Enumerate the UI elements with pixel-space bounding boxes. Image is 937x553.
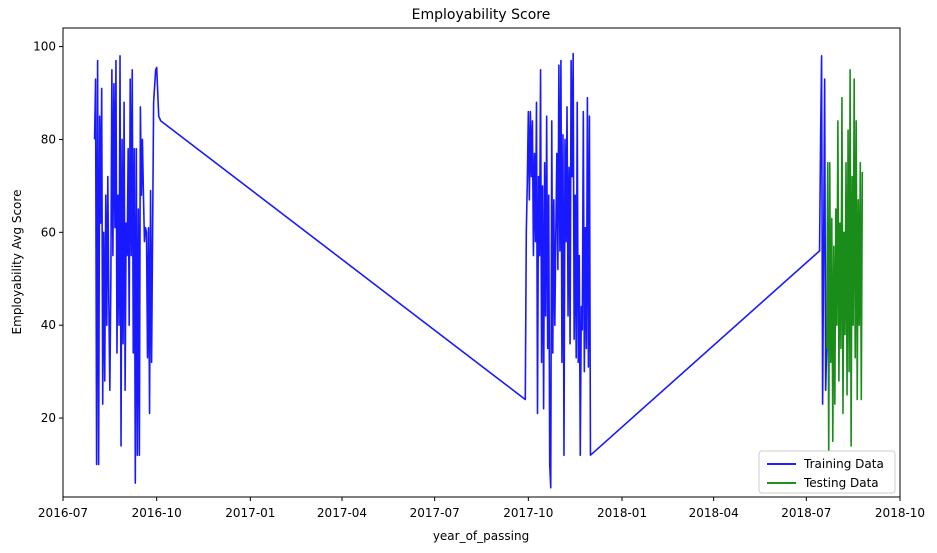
x-tick-label: 2018-10: [875, 506, 925, 520]
y-axis: 20 40 60 80 100: [33, 40, 63, 425]
y-tick-label: 20: [41, 411, 56, 425]
x-tick-label: 2017-04: [317, 506, 367, 520]
legend-label-testing: Testing Data: [803, 476, 879, 490]
x-axis: 2016-07 2016-10 2017-01 2017-04 2017-07 2017-…: [38, 497, 925, 520]
y-tick-label: 40: [41, 318, 56, 332]
legend-label-training: Training Data: [803, 457, 884, 471]
series-line-testing: [825, 68, 864, 457]
x-tick-label: 2018-01: [597, 506, 647, 520]
x-tick-label: 2016-07: [38, 506, 88, 520]
chart-title: Employability Score: [412, 7, 551, 23]
x-tick-label: 2018-07: [781, 506, 831, 520]
y-tick-label: 80: [41, 132, 56, 146]
y-tick-label: 60: [41, 225, 56, 239]
plot-area: [62, 27, 901, 498]
x-tick-label: 2017-01: [225, 506, 275, 520]
x-tick-label: 2017-10: [503, 506, 553, 520]
series-line-training: [93, 52, 828, 489]
x-tick-label: 2018-04: [689, 506, 739, 520]
y-axis-label: Employability Avg Score: [10, 190, 24, 335]
y-tick-label: 100: [33, 40, 56, 54]
legend: Training Data Testing Data: [758, 450, 896, 494]
series-layer: [93, 52, 864, 489]
x-axis-label: year_of_passing: [433, 529, 529, 543]
x-tick-label: 2016-10: [132, 506, 182, 520]
x-tick-label: 2017-07: [410, 506, 460, 520]
